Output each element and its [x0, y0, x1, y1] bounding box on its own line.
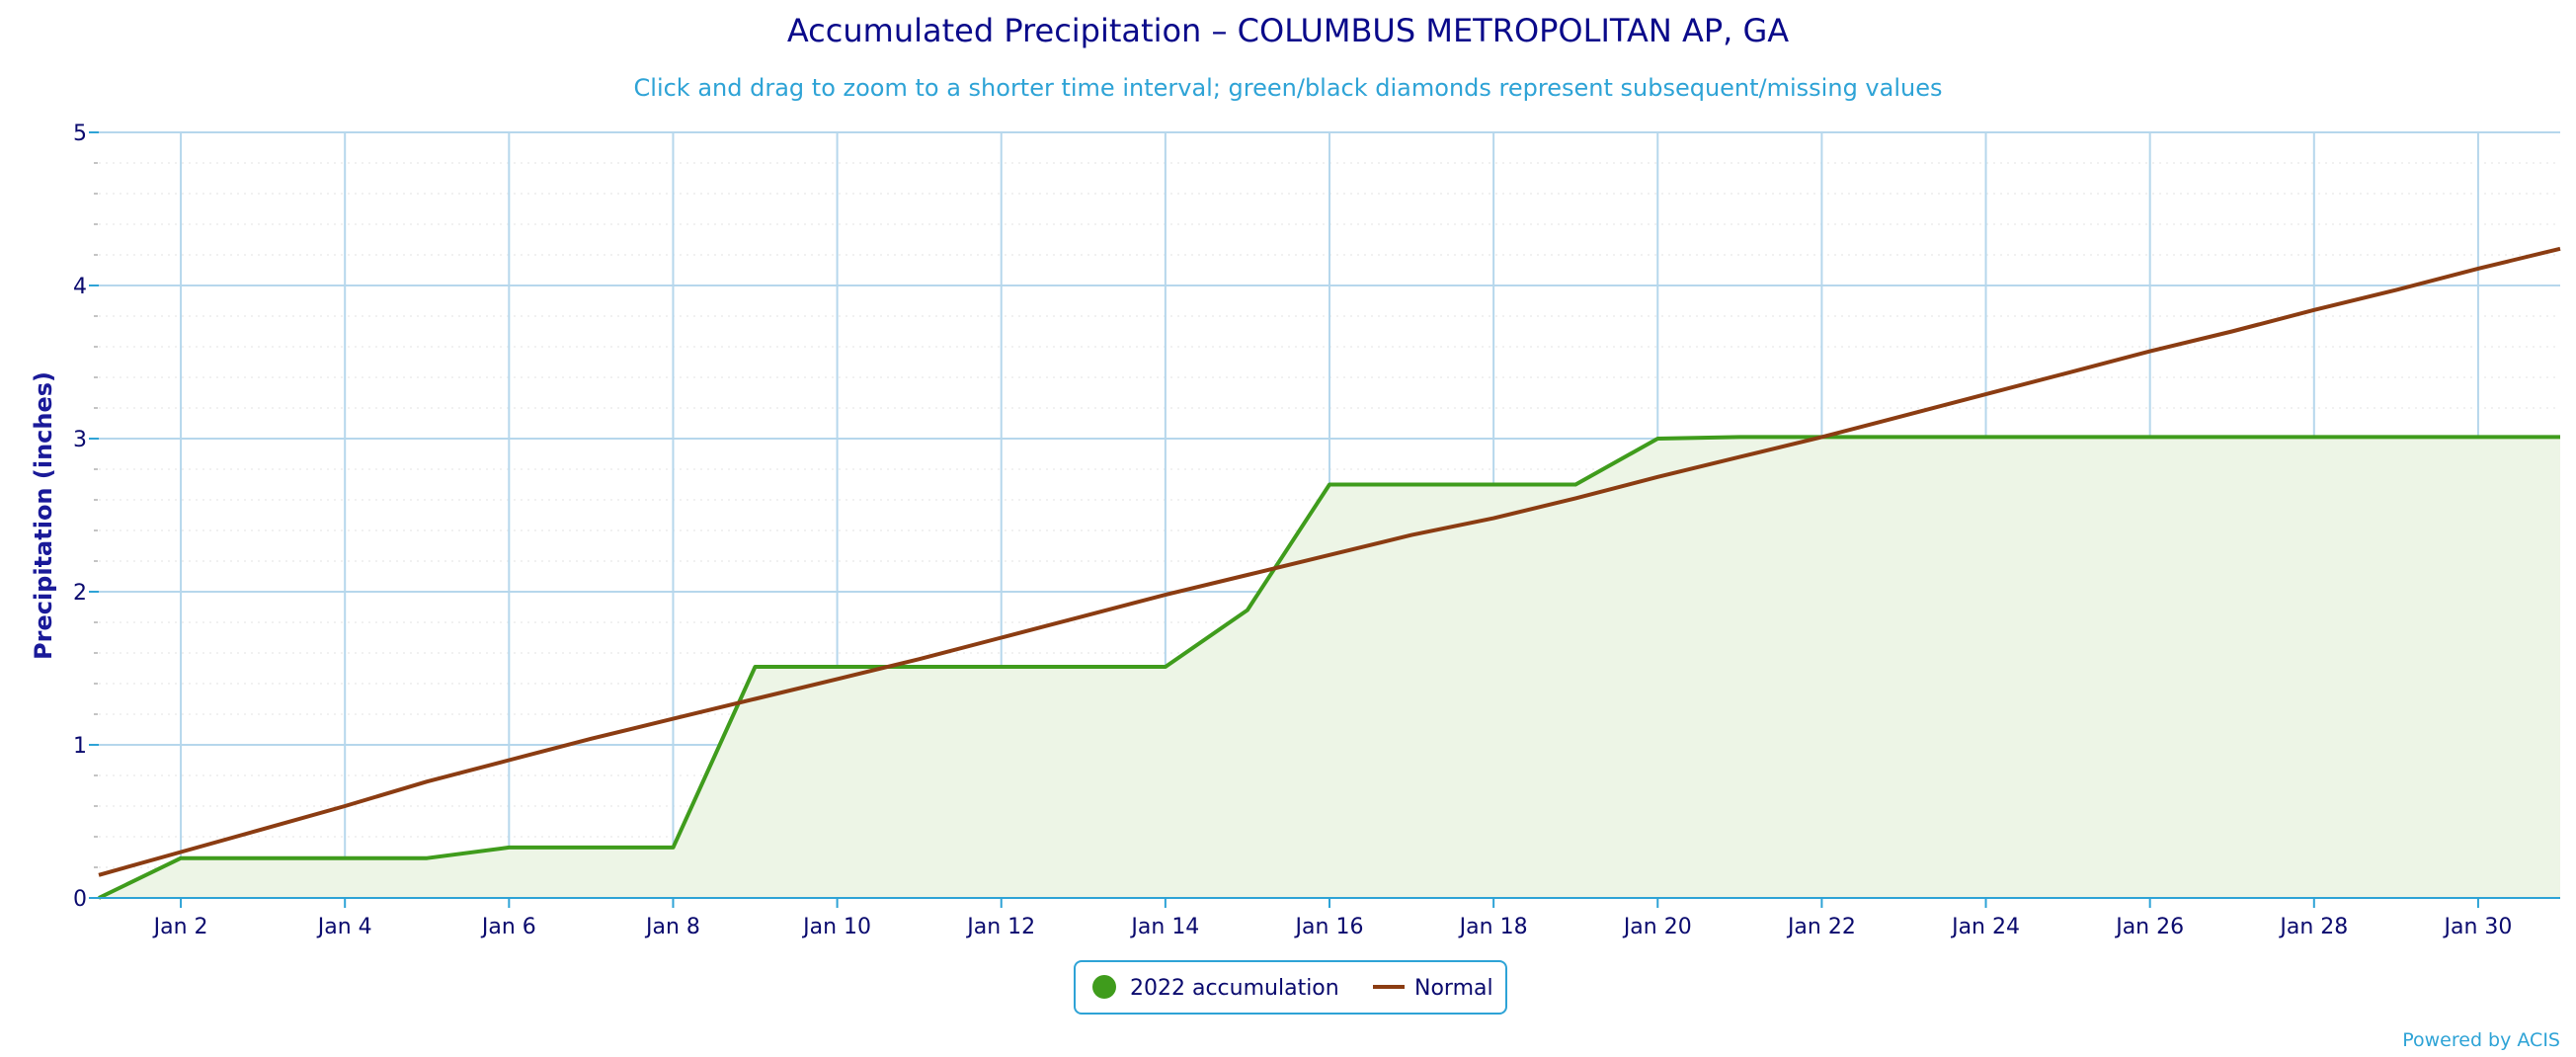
x-tick-label: Jan 16 — [1294, 915, 1364, 939]
y-tick-label: 5 — [73, 122, 87, 146]
series-line-2022-accumulation[interactable] — [98, 435, 2560, 900]
legend-label-normal: Normal — [1414, 976, 1493, 1001]
area-fill-2022-accumulation — [99, 437, 2560, 898]
x-tick-label: Jan 2 — [152, 915, 208, 939]
x-tick-label: Jan 28 — [2278, 915, 2348, 939]
x-tick-label: Jan 12 — [965, 915, 1035, 939]
legend-box — [1074, 960, 1507, 1015]
x-tick-label: Jan 8 — [644, 915, 700, 939]
legend-item-normal[interactable]: Normal — [1373, 976, 1493, 1001]
legend[interactable]: 2022 accumulation Normal — [1074, 960, 1507, 1015]
x-tick-label: Jan 18 — [1458, 915, 1528, 939]
x-tick-label: Jan 24 — [1950, 915, 2020, 939]
legend-marker-2022-accumulation — [1092, 975, 1116, 999]
series-line-normal[interactable] — [98, 246, 2561, 877]
area-fill-layer — [99, 437, 2560, 898]
acis-credit-link[interactable]: Powered by ACIS — [2402, 1029, 2560, 1051]
x-tick-label: Jan 10 — [801, 915, 871, 939]
axis-layer: 0 1 2 3 4 5 Jan 2 Jan 4 Jan 6 Jan 8 Jan 10 Jan 12 Ja… — [73, 122, 2560, 939]
series-lines-layer[interactable] — [93, 243, 2566, 904]
chart-title: Accumulated Precipitation – COLUMBUS MET… — [787, 12, 1789, 49]
legend-label-2022-accumulation: 2022 accumulation — [1130, 976, 1339, 1001]
x-tick-label: Jan 30 — [2442, 915, 2512, 939]
y-tick-label: 1 — [73, 734, 87, 759]
y-tick-label: 2 — [73, 581, 87, 606]
x-tick-label: Jan 26 — [2114, 915, 2184, 939]
y-tick-label: 3 — [73, 428, 87, 452]
y-tick-label: 4 — [73, 275, 87, 299]
y-axis-label: Precipitation (inches) — [30, 371, 57, 660]
x-tick-label: Jan 4 — [316, 915, 372, 939]
x-tick-label: Jan 22 — [1786, 915, 1856, 939]
y-tick-label: 0 — [73, 887, 87, 912]
x-tick-label: Jan 6 — [480, 915, 536, 939]
x-tick-label: Jan 14 — [1129, 915, 1199, 939]
chart-subtitle: Click and drag to zoom to a shorter time… — [634, 74, 1943, 102]
x-tick-label: Jan 20 — [1622, 915, 1692, 939]
legend-item-2022-accumulation[interactable]: 2022 accumulation — [1092, 975, 1339, 1001]
